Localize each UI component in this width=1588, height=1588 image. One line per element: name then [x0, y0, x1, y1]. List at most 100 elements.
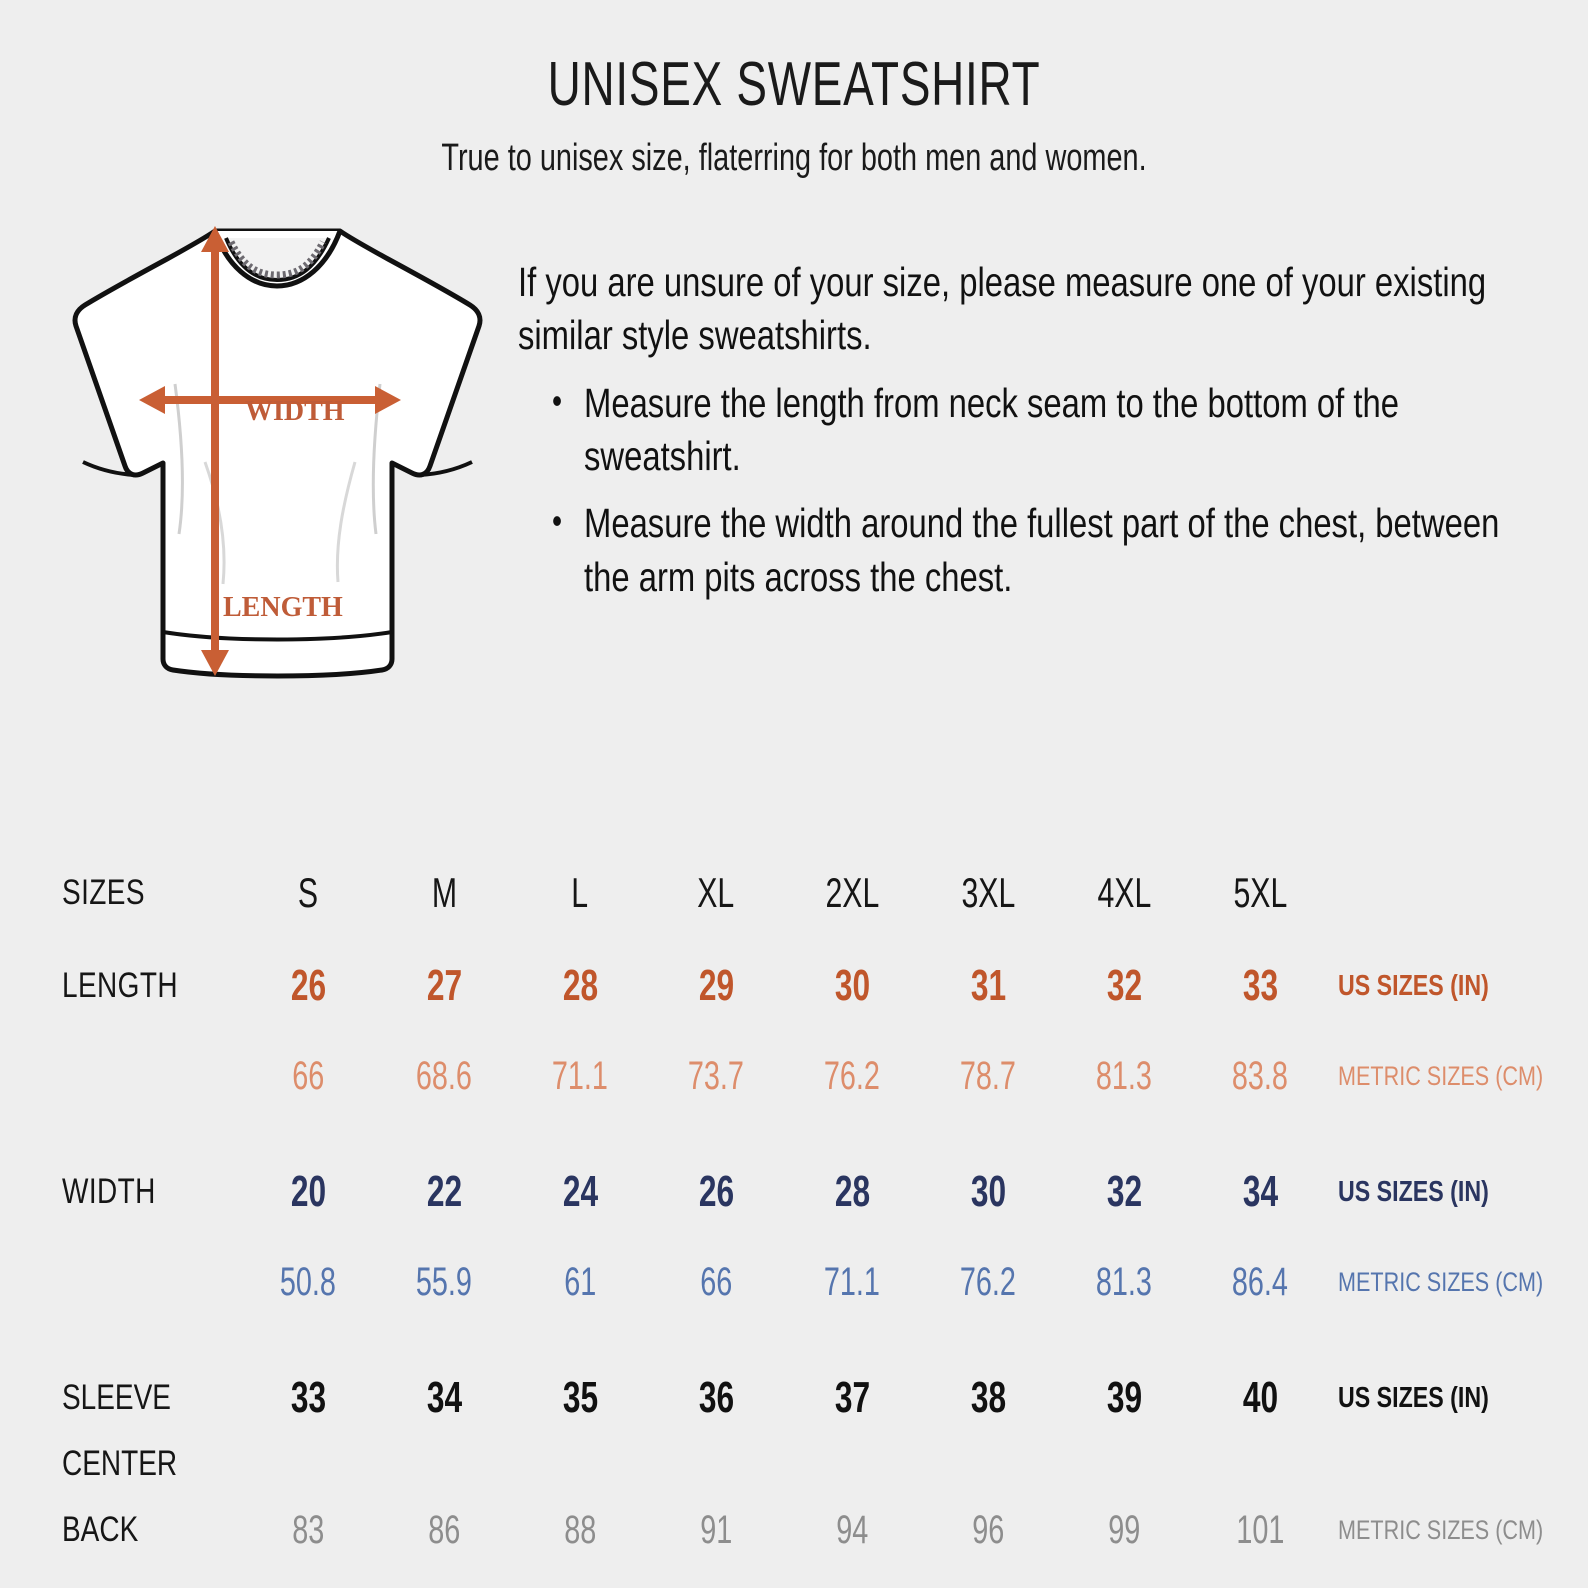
cell-width-cm-4xl: 81.3 — [1095, 1259, 1153, 1304]
cell-width-cm-xl: 66 — [699, 1259, 733, 1304]
cell-width-us-m: 22 — [426, 1167, 462, 1216]
sweatshirt-diagram-icon: WIDTH LENGTH — [72, 226, 483, 679]
info-section: WIDTH LENGTH If you are unsure of your s… — [0, 204, 1588, 709]
cell-sleeve-us-2xl: 37 — [834, 1373, 870, 1422]
cell-width-cm-3xl: 76.2 — [959, 1259, 1017, 1304]
row-label-sleeve-line3: BACK — [62, 1510, 139, 1550]
table-header-size-4xl: 4XL — [1097, 869, 1151, 916]
unit-label-sleeve-us: US SIZES (IN) — [1338, 1381, 1489, 1414]
row-spacer — [62, 1327, 1588, 1353]
list-item: • Measure the width around the fullest p… — [552, 497, 1540, 604]
table-header-unit-spacer — [1328, 845, 1588, 941]
instructions-lead-text: If you are unsure of your size, please m… — [518, 259, 1487, 359]
page-header: UNISEX SWEATSHIRT True to unisex size, f… — [0, 0, 1588, 180]
row-label-width: WIDTH — [62, 1171, 156, 1211]
table-header-size-5xl: 5XL — [1233, 869, 1287, 916]
cell-width-us-4xl: 32 — [1106, 1167, 1142, 1216]
cell-width-us-2xl: 28 — [834, 1167, 870, 1216]
length-measure-label: LENGTH — [223, 592, 343, 623]
cell-sleeve-cm-m: 86 — [427, 1508, 461, 1553]
cell-length-cm-m: 68.6 — [415, 1053, 473, 1098]
cell-sleeve-cm-l: 88 — [563, 1508, 597, 1553]
length-arrow-icon — [201, 226, 229, 677]
cell-sleeve-cm-4xl: 99 — [1107, 1508, 1141, 1553]
page-title: UNISEX SWEATSHIRT — [547, 50, 1041, 119]
row-label-sleeve-line1: SLEEVE — [62, 1377, 171, 1417]
cell-length-cm-xl: 73.7 — [687, 1053, 745, 1098]
cell-width-us-s: 20 — [290, 1167, 326, 1216]
table-header-size-3xl: 3XL — [961, 869, 1015, 916]
table-row: 50.8 55.9 61 66 71.1 76.2 81.3 86.4 METR… — [62, 1237, 1588, 1327]
cell-sleeve-us-3xl: 38 — [970, 1373, 1006, 1422]
cell-sleeve-us-5xl: 40 — [1242, 1373, 1278, 1422]
row-label-width-metric-blank — [62, 1237, 240, 1327]
size-chart-table: SIZES S M L XL 2XL 3XL 4XL 5XL LENGTH 26… — [62, 845, 1588, 1576]
cell-length-cm-5xl: 83.8 — [1231, 1053, 1289, 1098]
cell-length-us-xl: 29 — [698, 961, 734, 1010]
instructions-bullet-list: • Measure the length from neck seam to t… — [518, 377, 1540, 604]
cell-width-cm-2xl: 71.1 — [823, 1259, 881, 1304]
cell-length-cm-4xl: 81.3 — [1095, 1053, 1153, 1098]
table-row: BACK 83 86 88 91 94 96 99 101 METRIC SIZ… — [62, 1486, 1588, 1576]
table-header-size-xl: XL — [697, 869, 735, 916]
row-label-length-metric-blank — [62, 1031, 240, 1121]
cell-width-cm-l: 61 — [563, 1259, 597, 1304]
cell-length-us-4xl: 32 — [1106, 961, 1142, 1010]
cell-sleeve-us-l: 35 — [562, 1373, 598, 1422]
cell-length-us-m: 27 — [426, 961, 462, 1010]
list-item-text: Measure the length from neck seam to the… — [584, 379, 1399, 479]
table-header-size-s: S — [297, 869, 319, 916]
row-label-length: LENGTH — [62, 965, 178, 1005]
table-row: 66 68.6 71.1 73.7 76.2 78.7 81.3 83.8 ME… — [62, 1031, 1588, 1121]
cell-length-cm-l: 71.1 — [551, 1053, 609, 1098]
table-row: WIDTH 20 22 24 26 28 30 32 34 US SIZES (… — [62, 1147, 1588, 1237]
size-chart-table-wrap: SIZES S M L XL 2XL 3XL 4XL 5XL LENGTH 26… — [0, 845, 1588, 1576]
cell-length-us-5xl: 33 — [1242, 961, 1278, 1010]
sweatshirt-illustration-wrap: WIDTH LENGTH — [0, 204, 500, 709]
cell-width-cm-s: 50.8 — [279, 1259, 337, 1304]
table-row: LENGTH 26 27 28 29 30 31 32 33 US SIZES … — [62, 941, 1588, 1031]
width-arrow-icon — [139, 386, 401, 415]
cell-width-cm-m: 55.9 — [415, 1259, 473, 1304]
table-header-size-l: L — [571, 869, 589, 916]
row-label-sleeve-line2: CENTER — [62, 1444, 178, 1483]
cell-sleeve-cm-s: 83 — [291, 1508, 325, 1553]
unit-label-width-us: US SIZES (IN) — [1338, 1175, 1489, 1208]
table-header-row: SIZES S M L XL 2XL 3XL 4XL 5XL — [62, 845, 1588, 941]
cell-width-us-xl: 26 — [698, 1167, 734, 1216]
measuring-instructions: If you are unsure of your size, please m… — [500, 204, 1588, 618]
unit-label-width-metric: METRIC SIZES (CM) — [1338, 1266, 1544, 1297]
row-spacer — [62, 1121, 1588, 1147]
bullet-icon: • — [552, 379, 563, 421]
table-header-size-m: M — [431, 869, 457, 916]
cell-sleeve-cm-2xl: 94 — [835, 1508, 869, 1553]
cell-sleeve-us-m: 34 — [426, 1373, 462, 1422]
cell-length-us-s: 26 — [290, 961, 326, 1010]
cell-length-us-2xl: 30 — [834, 961, 870, 1010]
cell-sleeve-us-xl: 36 — [698, 1373, 734, 1422]
cell-width-us-3xl: 30 — [970, 1167, 1006, 1216]
cell-length-cm-3xl: 78.7 — [959, 1053, 1017, 1098]
table-row: SLEEVE 33 34 35 36 37 38 39 40 US SIZES … — [62, 1353, 1588, 1443]
cell-length-cm-s: 66 — [291, 1053, 325, 1098]
table-header-sizes: SIZES — [62, 872, 145, 912]
list-item-text: Measure the width around the fullest par… — [584, 500, 1500, 600]
unit-label-length-metric: METRIC SIZES (CM) — [1338, 1060, 1544, 1091]
bullet-icon: • — [552, 500, 563, 542]
cell-length-us-l: 28 — [562, 961, 598, 1010]
cell-width-us-l: 24 — [562, 1167, 598, 1216]
cell-sleeve-cm-3xl: 96 — [971, 1508, 1005, 1553]
list-item: • Measure the length from neck seam to t… — [552, 377, 1540, 484]
cell-length-us-3xl: 31 — [970, 961, 1006, 1010]
page-subtitle: True to unisex size, flaterring for both… — [441, 137, 1147, 180]
unit-label-length-us: US SIZES (IN) — [1338, 969, 1489, 1002]
cell-sleeve-cm-5xl: 101 — [1235, 1508, 1285, 1553]
width-measure-label: WIDTH — [245, 396, 345, 427]
cell-length-cm-2xl: 76.2 — [823, 1053, 881, 1098]
cell-sleeve-us-4xl: 39 — [1106, 1373, 1142, 1422]
cell-sleeve-cm-xl: 91 — [699, 1508, 733, 1553]
table-row: CENTER — [62, 1443, 1588, 1486]
cell-width-us-5xl: 34 — [1242, 1167, 1278, 1216]
cell-width-cm-5xl: 86.4 — [1231, 1259, 1289, 1304]
cell-sleeve-us-s: 33 — [290, 1373, 326, 1422]
